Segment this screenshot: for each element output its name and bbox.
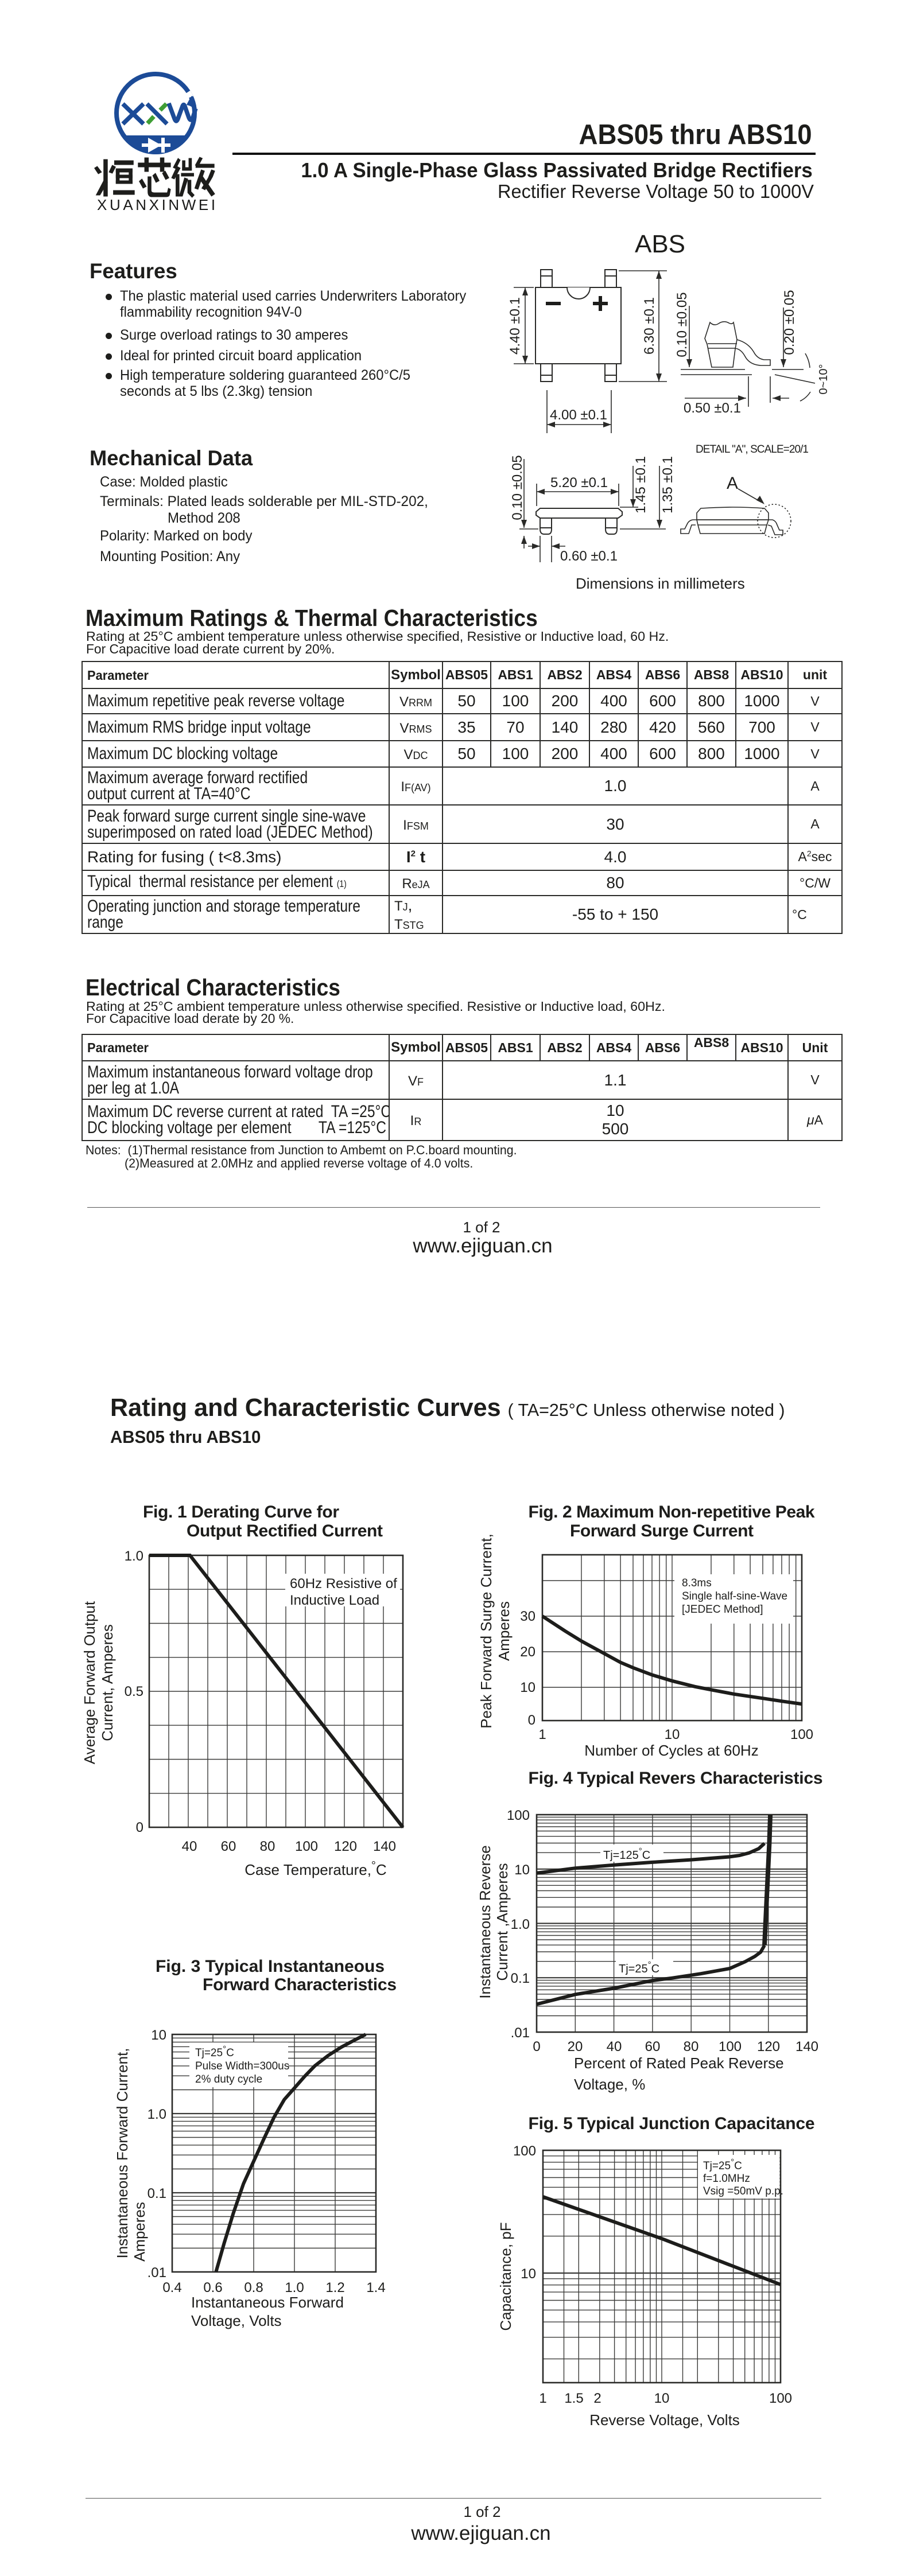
svg-text:10: 10: [654, 2391, 670, 2406]
svg-text:1: 1: [539, 2391, 546, 2406]
svg-text:0.8: 0.8: [244, 2280, 263, 2295]
svg-text:DETAIL "A", SCALE=20/1: DETAIL "A", SCALE=20/1: [696, 443, 809, 456]
svg-text:Forward Surge Current: Forward Surge Current: [570, 1522, 754, 1540]
svg-text:0.1: 0.1: [148, 2186, 166, 2201]
svg-text:Percent of Rated Peak Reverse: Percent of Rated Peak Reverse: [574, 2054, 784, 2072]
svg-text:Inductive Load: Inductive Load: [290, 1593, 379, 1608]
svg-text:Fig. 2 Maximum Non-repetitive: Fig. 2 Maximum Non-repetitive Peak: [529, 1503, 815, 1522]
svg-text:Amperes: Amperes: [495, 1601, 513, 1661]
svg-text:10: 10: [521, 2266, 536, 2282]
svg-text:Voltage, Volts: Voltage, Volts: [191, 2312, 282, 2329]
svg-text:Dimensions in millimeters: Dimensions in millimeters: [576, 575, 745, 592]
svg-text:ABS: ABS: [635, 230, 685, 258]
svg-text:120: 120: [757, 2039, 780, 2054]
svg-text:Voltage, %: Voltage, %: [574, 2076, 645, 2093]
svg-text:0.10 ±0.05: 0.10 ±0.05: [674, 292, 690, 357]
svg-text:8.3ms: 8.3ms: [682, 1577, 712, 1589]
svg-text:Fig. 4 Typical Revers Characte: Fig. 4 Typical Revers Characteristics: [529, 1769, 823, 1788]
svg-text:60: 60: [221, 1839, 236, 1854]
svg-text:100: 100: [295, 1839, 318, 1854]
svg-text:Fig. 3 Typical Instantaneous: Fig. 3 Typical Instantaneous: [156, 1957, 385, 1976]
svg-text:Fig. 1 Derating Curve for: Fig. 1 Derating Curve for: [143, 1503, 339, 1522]
svg-text:0: 0: [533, 2039, 540, 2054]
svg-text:2: 2: [593, 2391, 601, 2406]
svg-text:Forward Characteristics: Forward Characteristics: [203, 1975, 397, 1994]
svg-text:40: 40: [607, 2039, 622, 2054]
svg-text:Amperes: Amperes: [131, 2202, 148, 2262]
svg-text:60: 60: [645, 2039, 661, 2054]
svg-text:Peak Forward Surge Current,: Peak Forward Surge Current,: [478, 1534, 495, 1729]
svg-text:20: 20: [568, 2039, 583, 2054]
svg-text:Single half-sine-Wave: Single half-sine-Wave: [682, 1590, 787, 1602]
svg-text:120: 120: [334, 1839, 357, 1854]
svg-text:Reverse Voltage, Volts: Reverse Voltage, Volts: [589, 2411, 740, 2429]
svg-text:5.20 ±0.1: 5.20 ±0.1: [550, 475, 608, 491]
svg-text:.01: .01: [148, 2265, 166, 2281]
svg-text:0.10 ±0.05: 0.10 ±0.05: [510, 455, 525, 520]
svg-text:Tj=25°C: Tj=25°C: [619, 1960, 659, 1975]
svg-text:Average Forward Output: Average Forward Output: [81, 1601, 98, 1764]
svg-text:10: 10: [151, 2028, 166, 2043]
svg-text:100: 100: [790, 1727, 813, 1742]
svg-text:Current, Amperes: Current, Amperes: [99, 1624, 116, 1741]
svg-text:80: 80: [260, 1839, 275, 1854]
svg-text:1.0: 1.0: [511, 1917, 530, 1932]
svg-text:0: 0: [136, 1820, 143, 1835]
svg-text:4.40 ±0.1: 4.40 ±0.1: [507, 297, 523, 355]
svg-text:0~10°: 0~10°: [817, 364, 830, 394]
svg-text:10: 10: [520, 1680, 535, 1695]
svg-text:[JEDEC Method]: [JEDEC Method]: [682, 1604, 763, 1616]
svg-text:Instantaneous Forward Current,: Instantaneous Forward Current,: [114, 2048, 131, 2258]
svg-text:1.2: 1.2: [325, 2280, 344, 2295]
svg-text:0.20 ±0.05: 0.20 ±0.05: [782, 290, 797, 355]
svg-text:Capacitance, pF: Capacitance, pF: [497, 2222, 514, 2330]
svg-text:f=1.0MHz: f=1.0MHz: [703, 2173, 750, 2185]
svg-text:0.5: 0.5: [125, 1684, 143, 1699]
svg-text:Vsig =50mV p.p.: Vsig =50mV p.p.: [703, 2185, 783, 2197]
svg-text:0.4: 0.4: [162, 2280, 181, 2295]
svg-text:1.45 ±0.1: 1.45 ±0.1: [633, 456, 649, 513]
svg-text:140: 140: [795, 2039, 818, 2054]
svg-text:1: 1: [538, 1727, 546, 1742]
svg-text:Output Rectified Current: Output Rectified Current: [187, 1522, 383, 1540]
svg-text:A: A: [727, 474, 738, 493]
svg-text:20: 20: [520, 1644, 535, 1660]
svg-text:100: 100: [513, 2143, 536, 2159]
svg-text:10: 10: [665, 1727, 680, 1742]
svg-text:1.0: 1.0: [125, 1548, 143, 1564]
svg-text:100: 100: [507, 1808, 530, 1823]
svg-text:0.50 ±0.1: 0.50 ±0.1: [684, 400, 741, 416]
svg-text:Pulse Width=300us: Pulse Width=300us: [195, 2060, 289, 2072]
svg-text:1.5: 1.5: [564, 2391, 583, 2406]
svg-text:100: 100: [719, 2039, 742, 2054]
svg-text:0.60 ±0.1: 0.60 ±0.1: [560, 548, 618, 564]
svg-text:Tj=25°C: Tj=25°C: [703, 2157, 742, 2172]
svg-text:1.0: 1.0: [148, 2107, 166, 2122]
svg-text:0: 0: [528, 1713, 535, 1728]
svg-text:30: 30: [520, 1609, 535, 1624]
svg-text:Tj=125°C: Tj=125°C: [603, 1846, 650, 1862]
svg-text:6.30 ±0.1: 6.30 ±0.1: [642, 297, 657, 355]
svg-text:Number of Cycles at 60Hz: Number of Cycles at 60Hz: [584, 1742, 758, 1759]
svg-text:2% duty cycle: 2% duty cycle: [195, 2073, 262, 2085]
svg-text:Current ,Amperes: Current ,Amperes: [494, 1863, 511, 1980]
svg-text:Tj=25°C: Tj=25°C: [195, 2044, 234, 2059]
svg-text:140: 140: [373, 1839, 396, 1854]
svg-text:1.4: 1.4: [366, 2280, 385, 2295]
svg-text:Case Temperature,°C: Case Temperature,°C: [245, 1859, 386, 1878]
svg-text:1.0: 1.0: [285, 2280, 304, 2295]
svg-text:0.6: 0.6: [203, 2280, 222, 2295]
svg-text:Instantaneous Reverse: Instantaneous Reverse: [476, 1845, 494, 1998]
svg-text:.01: .01: [511, 2025, 530, 2041]
svg-text:0.1: 0.1: [511, 1971, 530, 1986]
svg-text:100: 100: [769, 2391, 792, 2406]
svg-text:Fig. 5 Typical Junction Capaci: Fig. 5 Typical Junction Capacitance: [529, 2114, 815, 2133]
svg-text:80: 80: [684, 2039, 699, 2054]
svg-text:Instantaneous Forward: Instantaneous Forward: [191, 2294, 344, 2311]
svg-text:40: 40: [182, 1839, 197, 1854]
svg-text:4.00 ±0.1: 4.00 ±0.1: [550, 407, 607, 423]
svg-text:10: 10: [514, 1862, 530, 1878]
svg-text:60Hz Resistive of: 60Hz Resistive of: [290, 1576, 397, 1591]
svg-text:1.35 ±0.1: 1.35 ±0.1: [660, 456, 676, 513]
